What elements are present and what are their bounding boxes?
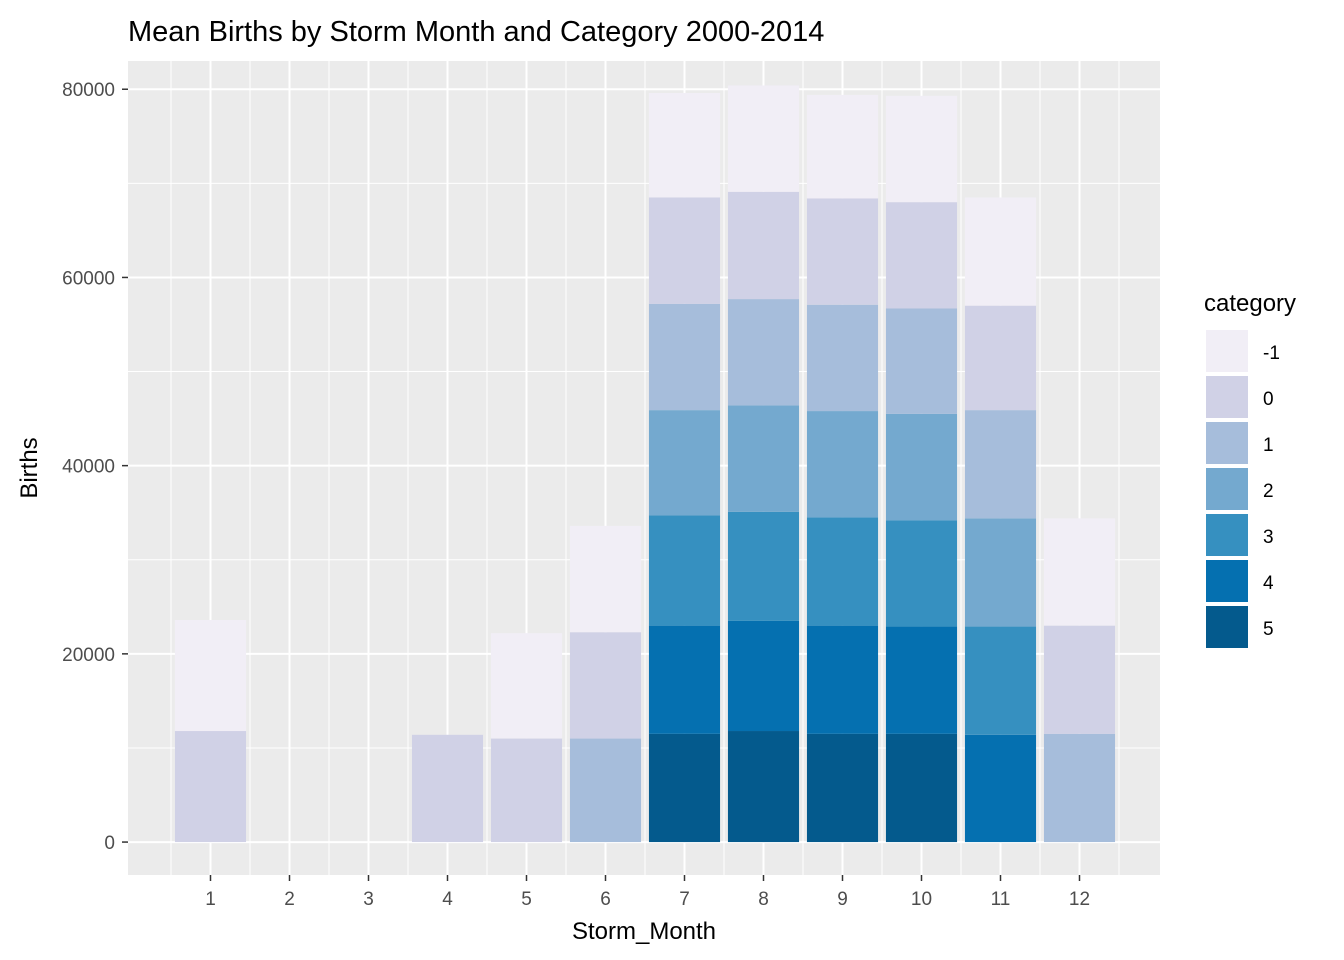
x-axis-title: Storm_Month [572, 918, 716, 945]
x-tick-label: 8 [758, 889, 769, 910]
legend-items: -1 0 1 2 3 4 5 [1206, 330, 1280, 648]
bar-segment-month-10-cat--1 [885, 95, 958, 203]
bar-segment-month-1-cat-0 [174, 731, 247, 843]
bar-segment-month-5-cat--1 [490, 633, 563, 739]
chart-title: Mean Births by Storm Month and Category … [128, 16, 824, 48]
y-tick-label: 80000 [62, 80, 115, 101]
bar-segment-month-8-cat-4 [727, 620, 800, 732]
legend-key--1 [1206, 330, 1248, 372]
bar-segment-month-9-cat-1 [806, 304, 879, 412]
bar-segment-month-7-cat-3 [648, 515, 721, 626]
y-tick-label: 20000 [62, 645, 115, 666]
x-tick-label: 6 [600, 889, 611, 910]
bar-segment-month-7-cat-4 [648, 625, 721, 734]
bar-segment-month-9-cat-2 [806, 411, 879, 518]
x-tick-label: 7 [679, 889, 690, 910]
y-tick-label: 0 [104, 833, 115, 854]
bar-segment-month-12-cat-0 [1043, 625, 1116, 734]
bar-segment-month-9-cat-0 [806, 198, 879, 305]
bar-segment-month-8-cat-1 [727, 299, 800, 406]
legend-key-0 [1206, 376, 1248, 418]
legend-key-2 [1206, 468, 1248, 510]
legend-key-4 [1206, 560, 1248, 602]
legend-label: 1 [1263, 435, 1274, 456]
legend-label: 0 [1263, 389, 1274, 410]
bar-segment-month-8-cat-3 [727, 511, 800, 621]
legend-key-3 [1206, 514, 1248, 556]
y-tick-label: 60000 [62, 268, 115, 289]
bar-segment-month-9-cat-4 [806, 625, 879, 734]
x-axis: 1 2 3 4 5 6 7 8 9 10 11 12 [205, 875, 1090, 910]
bar-segment-month-11-cat-2 [964, 518, 1037, 627]
y-axis-title: Births [16, 437, 43, 498]
x-tick-label: 3 [363, 889, 374, 910]
bar-segment-month-8-cat-2 [727, 405, 800, 512]
bar-segment-month-10-cat-4 [885, 626, 958, 734]
bar-segment-month-12-cat--1 [1043, 518, 1116, 626]
bar-segment-month-8-cat-0 [727, 191, 800, 300]
legend-label: 3 [1263, 527, 1274, 548]
bar-segment-month-9-cat--1 [806, 94, 879, 199]
legend: category -1 0 1 2 3 4 5 [1204, 290, 1296, 648]
x-tick-label: 9 [837, 889, 848, 910]
grid-minor [128, 61, 1160, 875]
bar-segment-month-10-cat-0 [885, 202, 958, 309]
bar-segment-month-7-cat--1 [648, 92, 721, 198]
bar-segment-month-7-cat-2 [648, 410, 721, 516]
bar-segment-month-11-cat-1 [964, 410, 1037, 519]
bar-segment-month-11-cat-4 [964, 734, 1037, 843]
legend-key-5 [1206, 606, 1248, 648]
bar-segment-month-7-cat-5 [648, 733, 721, 843]
x-tick-label: 12 [1069, 889, 1090, 910]
bar-segment-month-12-cat-1 [1043, 733, 1116, 843]
bar-segment-month-7-cat-0 [648, 197, 721, 304]
legend-title: category [1204, 290, 1296, 317]
x-tick-label: 10 [911, 889, 932, 910]
bar-segment-month-4-cat-0 [411, 734, 484, 843]
bar-segment-month-8-cat-5 [727, 731, 800, 843]
x-tick-label: 1 [205, 889, 216, 910]
legend-label: -1 [1263, 343, 1280, 364]
bar-segment-month-1-cat--1 [174, 619, 247, 732]
y-axis: 0 20000 40000 60000 80000 [62, 80, 128, 854]
bar-segment-month-11-cat-0 [964, 305, 1037, 411]
legend-key-1 [1206, 422, 1248, 464]
legend-label: 2 [1263, 481, 1274, 502]
x-tick-label: 11 [991, 889, 1011, 910]
bar-segment-month-6-cat-1 [569, 738, 642, 843]
bar-segment-month-10-cat-3 [885, 520, 958, 627]
bar-segment-month-10-cat-5 [885, 733, 958, 843]
x-tick-label: 2 [284, 889, 295, 910]
bar-segment-month-5-cat-0 [490, 738, 563, 843]
y-tick-label: 40000 [62, 457, 115, 478]
bar-segment-month-8-cat--1 [727, 85, 800, 192]
legend-label: 4 [1263, 573, 1274, 594]
bar-segment-month-10-cat-2 [885, 413, 958, 521]
x-tick-label: 4 [442, 889, 453, 910]
bar-segment-month-11-cat--1 [964, 197, 1037, 306]
bar-segment-month-7-cat-1 [648, 303, 721, 411]
bar-segment-month-11-cat-3 [964, 626, 1037, 735]
legend-label: 5 [1263, 619, 1274, 640]
bar-segment-month-6-cat-0 [569, 632, 642, 739]
bars [174, 85, 1116, 843]
x-tick-label: 5 [521, 889, 532, 910]
bar-segment-month-9-cat-3 [806, 517, 879, 626]
bar-segment-month-6-cat--1 [569, 525, 642, 633]
bar-segment-month-9-cat-5 [806, 733, 879, 843]
bar-segment-month-10-cat-1 [885, 308, 958, 414]
